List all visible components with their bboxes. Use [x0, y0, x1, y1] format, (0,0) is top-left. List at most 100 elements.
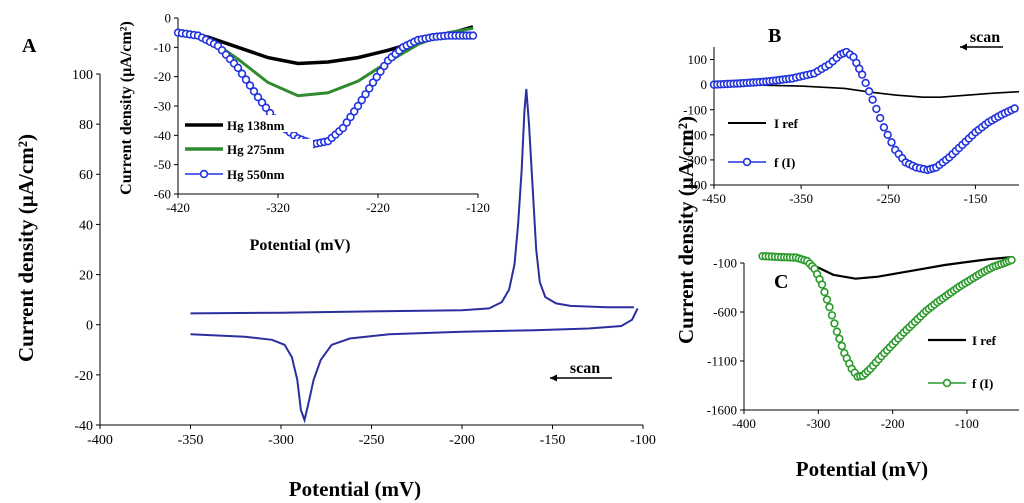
inset-marker — [342, 118, 351, 127]
panel-b-marker — [864, 87, 874, 96]
inset-legend-label: Hg 550nm — [227, 167, 285, 182]
inset-x-tick-label: -420 — [166, 200, 190, 215]
inset-panel: -420 -320 -220 -120 -60 -50 -40 -30 -20 -10 0 Hg 13… — [154, 11, 490, 215]
inset-marker — [245, 81, 255, 90]
panel-b-y-tick-label: -100 — [683, 102, 707, 117]
inset-marker — [346, 112, 355, 122]
panel-c-y-tick-label: -1600 — [707, 403, 737, 418]
inset-marker — [376, 67, 385, 76]
inset-marker — [361, 90, 370, 99]
panel-b-y-tick-label: 0 — [701, 77, 708, 92]
panel-a-y-tick-label: -40 — [74, 419, 93, 434]
panel-a-x-tick-label: -250 — [359, 433, 385, 448]
panel-a-x-tick-label: -300 — [268, 433, 294, 448]
panel-b-marker — [868, 95, 877, 104]
panel-b-x-tick-label: -350 — [789, 191, 813, 206]
right-ylabel: Current density (µA/cm²) — [674, 116, 698, 344]
panel-a-y-tick-label: 40 — [79, 218, 93, 233]
panel-c-legend-label: I ref — [972, 333, 997, 348]
inset-marker — [365, 84, 374, 93]
panel-a-x-tick-label: -150 — [540, 433, 566, 448]
inset-ylabel: Current density (µA/cm²) — [118, 21, 135, 195]
panel-a-scan-arrow-head — [550, 374, 557, 382]
inset-y-tick-label: -20 — [154, 69, 171, 84]
inset-marker — [237, 69, 247, 78]
panel-c-xlabel: Potential (mV) — [796, 457, 928, 481]
panel-c-x-tick-label: -100 — [955, 416, 979, 431]
inset-legend-label: Hg 138nm — [227, 118, 285, 133]
panel-c-y-tick-label: -1100 — [707, 354, 737, 369]
panel-a: -400 -350 -300 -250 -200 -150 -100-40-20020406… — [72, 68, 656, 448]
panel-b-marker — [857, 70, 867, 79]
panel-b-marker — [887, 138, 896, 147]
inset-xlabel: Potential (mV) — [250, 237, 351, 254]
panel-c-marker — [837, 341, 847, 351]
panel-a-series-forward — [190, 88, 634, 315]
panel-a-x-tick-label: -200 — [449, 433, 475, 448]
inset-legend-label: Hg 275nm — [227, 142, 285, 157]
panel-a-y-tick-label: 0 — [86, 319, 93, 334]
inset-marker — [368, 78, 378, 87]
panel-b-legend-marker — [742, 157, 752, 167]
inset-legend-bg — [183, 164, 313, 181]
panel-c-y-tick-label: -600 — [713, 305, 737, 320]
panel-c-marker — [820, 287, 829, 297]
panel-c-marker — [830, 319, 839, 328]
panel-c-marker — [825, 302, 834, 312]
inset-x-tick-label: -120 — [466, 200, 490, 215]
panel-c-marker — [835, 334, 844, 343]
inset-marker — [372, 72, 381, 82]
panel-c-marker — [827, 311, 837, 320]
panel-b-marker — [879, 123, 889, 132]
panel-c-marker — [817, 280, 827, 289]
panel-b-y-tick-label: 100 — [688, 52, 708, 67]
panel-b-x-tick-label: -450 — [702, 191, 726, 206]
panel-a-y-tick-label: -20 — [74, 369, 93, 384]
panel-b-marker — [883, 130, 892, 140]
panel-a-x-tick-label: -400 — [87, 433, 113, 448]
panel-a-y-tick-label: 80 — [79, 118, 93, 133]
inset-y-tick-label: -40 — [154, 128, 171, 143]
inset-y-tick-label: -50 — [154, 157, 171, 172]
panel-c-x-tick-label: -300 — [806, 416, 830, 431]
panel-b-marker — [1010, 104, 1019, 113]
inset-legend-bg — [183, 139, 313, 156]
inset-legend-marker — [199, 169, 209, 179]
panel-b-legend-label: f (I) — [774, 155, 795, 170]
inset-y-tick-label: -30 — [154, 99, 171, 114]
panel-a-ylabel: Current density (µA/cm²) — [14, 134, 38, 362]
inset-y-tick-label: -60 — [154, 187, 171, 202]
inset-y-tick-label: 0 — [165, 11, 172, 26]
panel-b-x-tick-label: -150 — [964, 191, 988, 206]
inset-marker — [357, 95, 366, 105]
inset-marker — [257, 98, 267, 107]
panel-b-y-tick-label: -300 — [683, 152, 707, 167]
inset-x-tick-label: -220 — [366, 200, 390, 215]
panel-c-legend-marker — [942, 378, 952, 388]
panel-b-x-tick-label: -250 — [876, 191, 900, 206]
panel-c-y-tick-label: -100 — [713, 256, 737, 271]
inset-marker — [338, 123, 348, 133]
panel-c-x-tick-label: -400 — [732, 416, 756, 431]
inset-marker — [468, 31, 478, 40]
panel-a-y-tick-label: 100 — [72, 68, 93, 83]
panel-a-y-tick-label: 20 — [79, 268, 93, 283]
panel-b: -450 -350 -250 -150 -400 -300 -200 -100 0 100 I re… — [683, 43, 1020, 206]
panel-a-label: A — [22, 35, 37, 57]
panel-c-x-tick-label: -200 — [881, 416, 905, 431]
inset-x-tick-label: -320 — [266, 200, 290, 215]
panel-c: -400 -300 -200 -100 -1600 -1100 -600 -100 I ref f… — [707, 251, 1019, 431]
inset-marker — [253, 92, 263, 102]
inset-marker — [249, 87, 259, 96]
panel-a-series-reverse — [190, 307, 639, 424]
inset-marker — [261, 103, 271, 112]
inset-marker — [241, 75, 251, 84]
panel-a-x-tick-label: -100 — [630, 433, 656, 448]
panel-a-x-tick-label: -350 — [178, 433, 204, 448]
panel-c-label: C — [774, 271, 788, 293]
panel-a-xlabel: Potential (mV) — [289, 477, 421, 501]
inset-y-tick-label: -10 — [154, 40, 171, 55]
panel-a-scan-label: scan — [570, 360, 600, 377]
panel-b-series-I ref — [713, 83, 1020, 98]
